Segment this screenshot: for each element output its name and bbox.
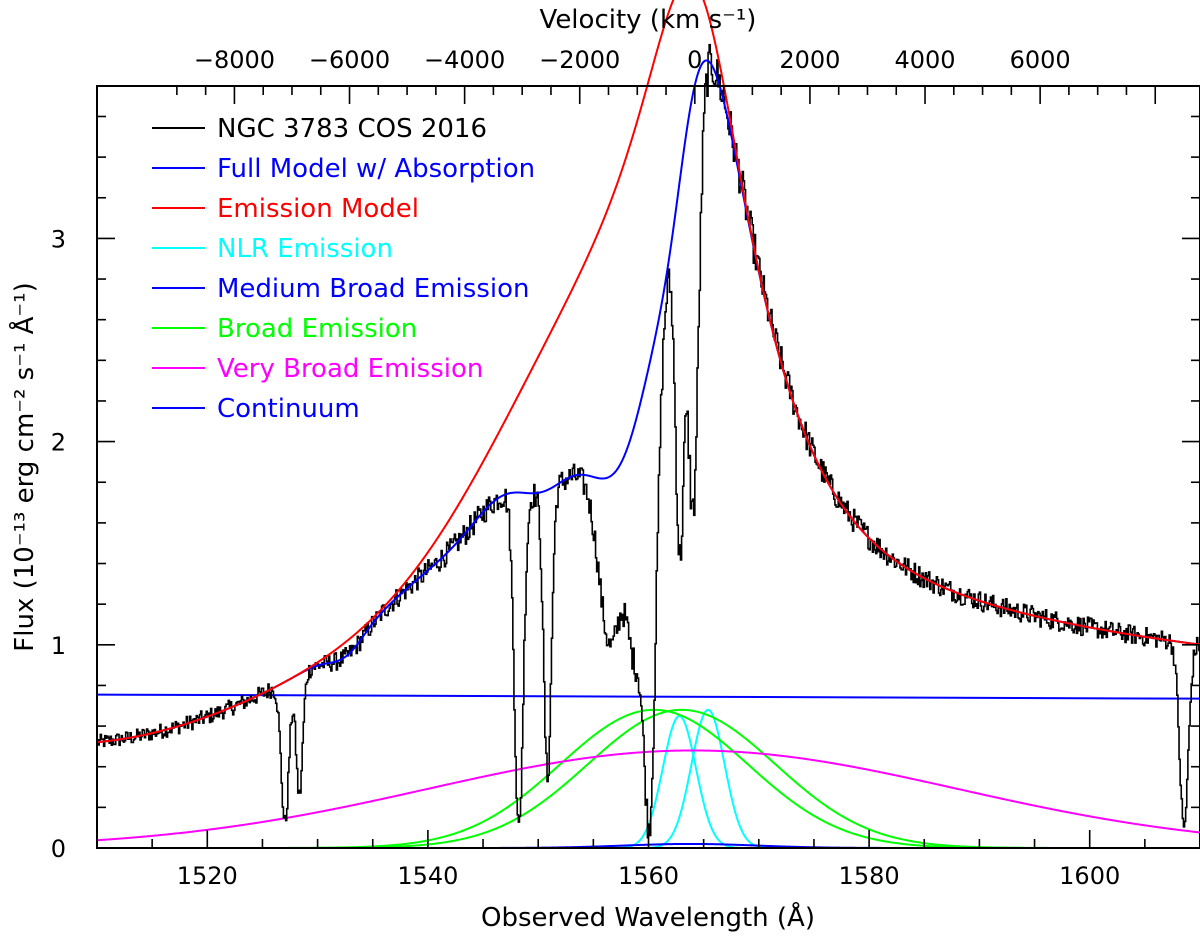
data-layer bbox=[96, 0, 1200, 839]
velocity-tick-label: 6000 bbox=[1010, 46, 1071, 74]
velocity-tick-label: 2000 bbox=[779, 46, 840, 74]
y-tick-label: 2 bbox=[51, 429, 66, 457]
series-observed-spectrum bbox=[97, 43, 1200, 839]
velocity-tick-label: 4000 bbox=[894, 46, 955, 74]
velocity-tick-label: 0 bbox=[687, 46, 702, 74]
y-tick-label: 1 bbox=[51, 632, 66, 660]
legend-label-data: NGC 3783 COS 2016 bbox=[217, 114, 487, 144]
legend: NGC 3783 COS 2016 Full Model w/ Absorptio… bbox=[152, 114, 535, 424]
tick-layer bbox=[96, 86, 1200, 849]
tick-label-layer: 1520 1540 1560 1580 1600 0 1 2 3 −8000 −6000 −4000 −… bbox=[51, 46, 1121, 890]
legend-label-broad: Broad Emission bbox=[217, 314, 417, 344]
legend-label-emission: Emission Model bbox=[217, 194, 419, 224]
y-tick-label: 0 bbox=[51, 835, 66, 863]
legend-label-continuum: Continuum bbox=[217, 394, 360, 424]
series-verybroad-line-1 bbox=[96, 749, 1200, 842]
velocity-tick-label: −2000 bbox=[539, 46, 620, 74]
series-emission-model-line bbox=[96, 0, 1200, 744]
x-tick-label: 1600 bbox=[1059, 862, 1120, 890]
x-tick-label: 1540 bbox=[397, 862, 458, 890]
velocity-tick-label: −6000 bbox=[309, 46, 390, 74]
legend-label-full: Full Model w/ Absorption bbox=[217, 154, 535, 184]
velocity-tick-label: −4000 bbox=[424, 46, 505, 74]
legend-label-nlr: NLR Emission bbox=[217, 234, 393, 264]
series-continuum-line bbox=[96, 693, 1200, 700]
x-tick-label: 1560 bbox=[618, 862, 679, 890]
x-tick-label: 1520 bbox=[177, 862, 238, 890]
legend-label-medium: Medium Broad Emission bbox=[217, 274, 529, 304]
legend-label-verybroad: Very Broad Emission bbox=[217, 354, 483, 384]
y-axis-title: Flux (10⁻¹³ erg cm⁻² s⁻¹ Å⁻¹) bbox=[8, 282, 40, 651]
x-axis-title: Observed Wavelength (Å) bbox=[481, 901, 815, 933]
y-tick-label: 3 bbox=[51, 225, 66, 253]
top-axis-title: Velocity (km s⁻¹) bbox=[540, 5, 757, 35]
x-tick-label: 1580 bbox=[839, 862, 900, 890]
velocity-tick-label: −8000 bbox=[194, 46, 275, 74]
